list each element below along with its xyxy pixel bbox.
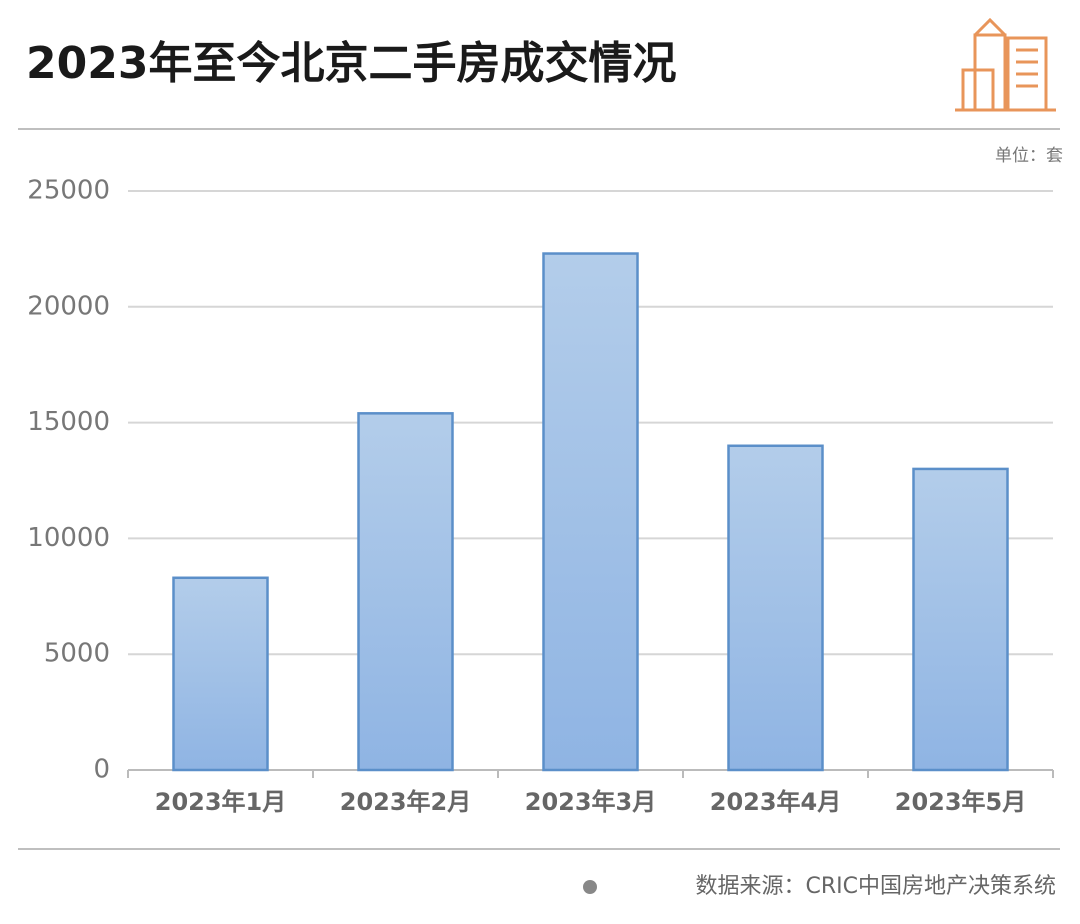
y-tick-label: 0 [93,755,110,785]
x-tick-label: 2023年4月 [710,788,842,816]
building-icon [955,17,1056,112]
bar [357,412,454,772]
x-tick-label: 2023年3月 [525,788,657,816]
source: 数据来源：CRIC中国房地产决策系统 [696,874,1057,899]
x-tick-label: 2023年2月 [340,788,472,816]
bar [727,444,824,772]
y-tick-label: 25000 [27,176,110,206]
bar [172,576,269,772]
chart-title: 2023年至今北京二手房成交情况 [26,38,676,89]
x-tick-label: 2023年5月 [895,788,1027,816]
unit-label: 单位：套 [995,146,1063,166]
x-tick-label: 2023年1月 [155,788,287,816]
y-tick-label: 5000 [44,639,110,669]
y-tick-label: 10000 [27,523,110,553]
y-tick-label: 20000 [27,291,110,321]
bar [912,467,1009,772]
bar [542,252,639,772]
source-bullet [583,880,597,894]
y-tick-label: 15000 [27,407,110,437]
